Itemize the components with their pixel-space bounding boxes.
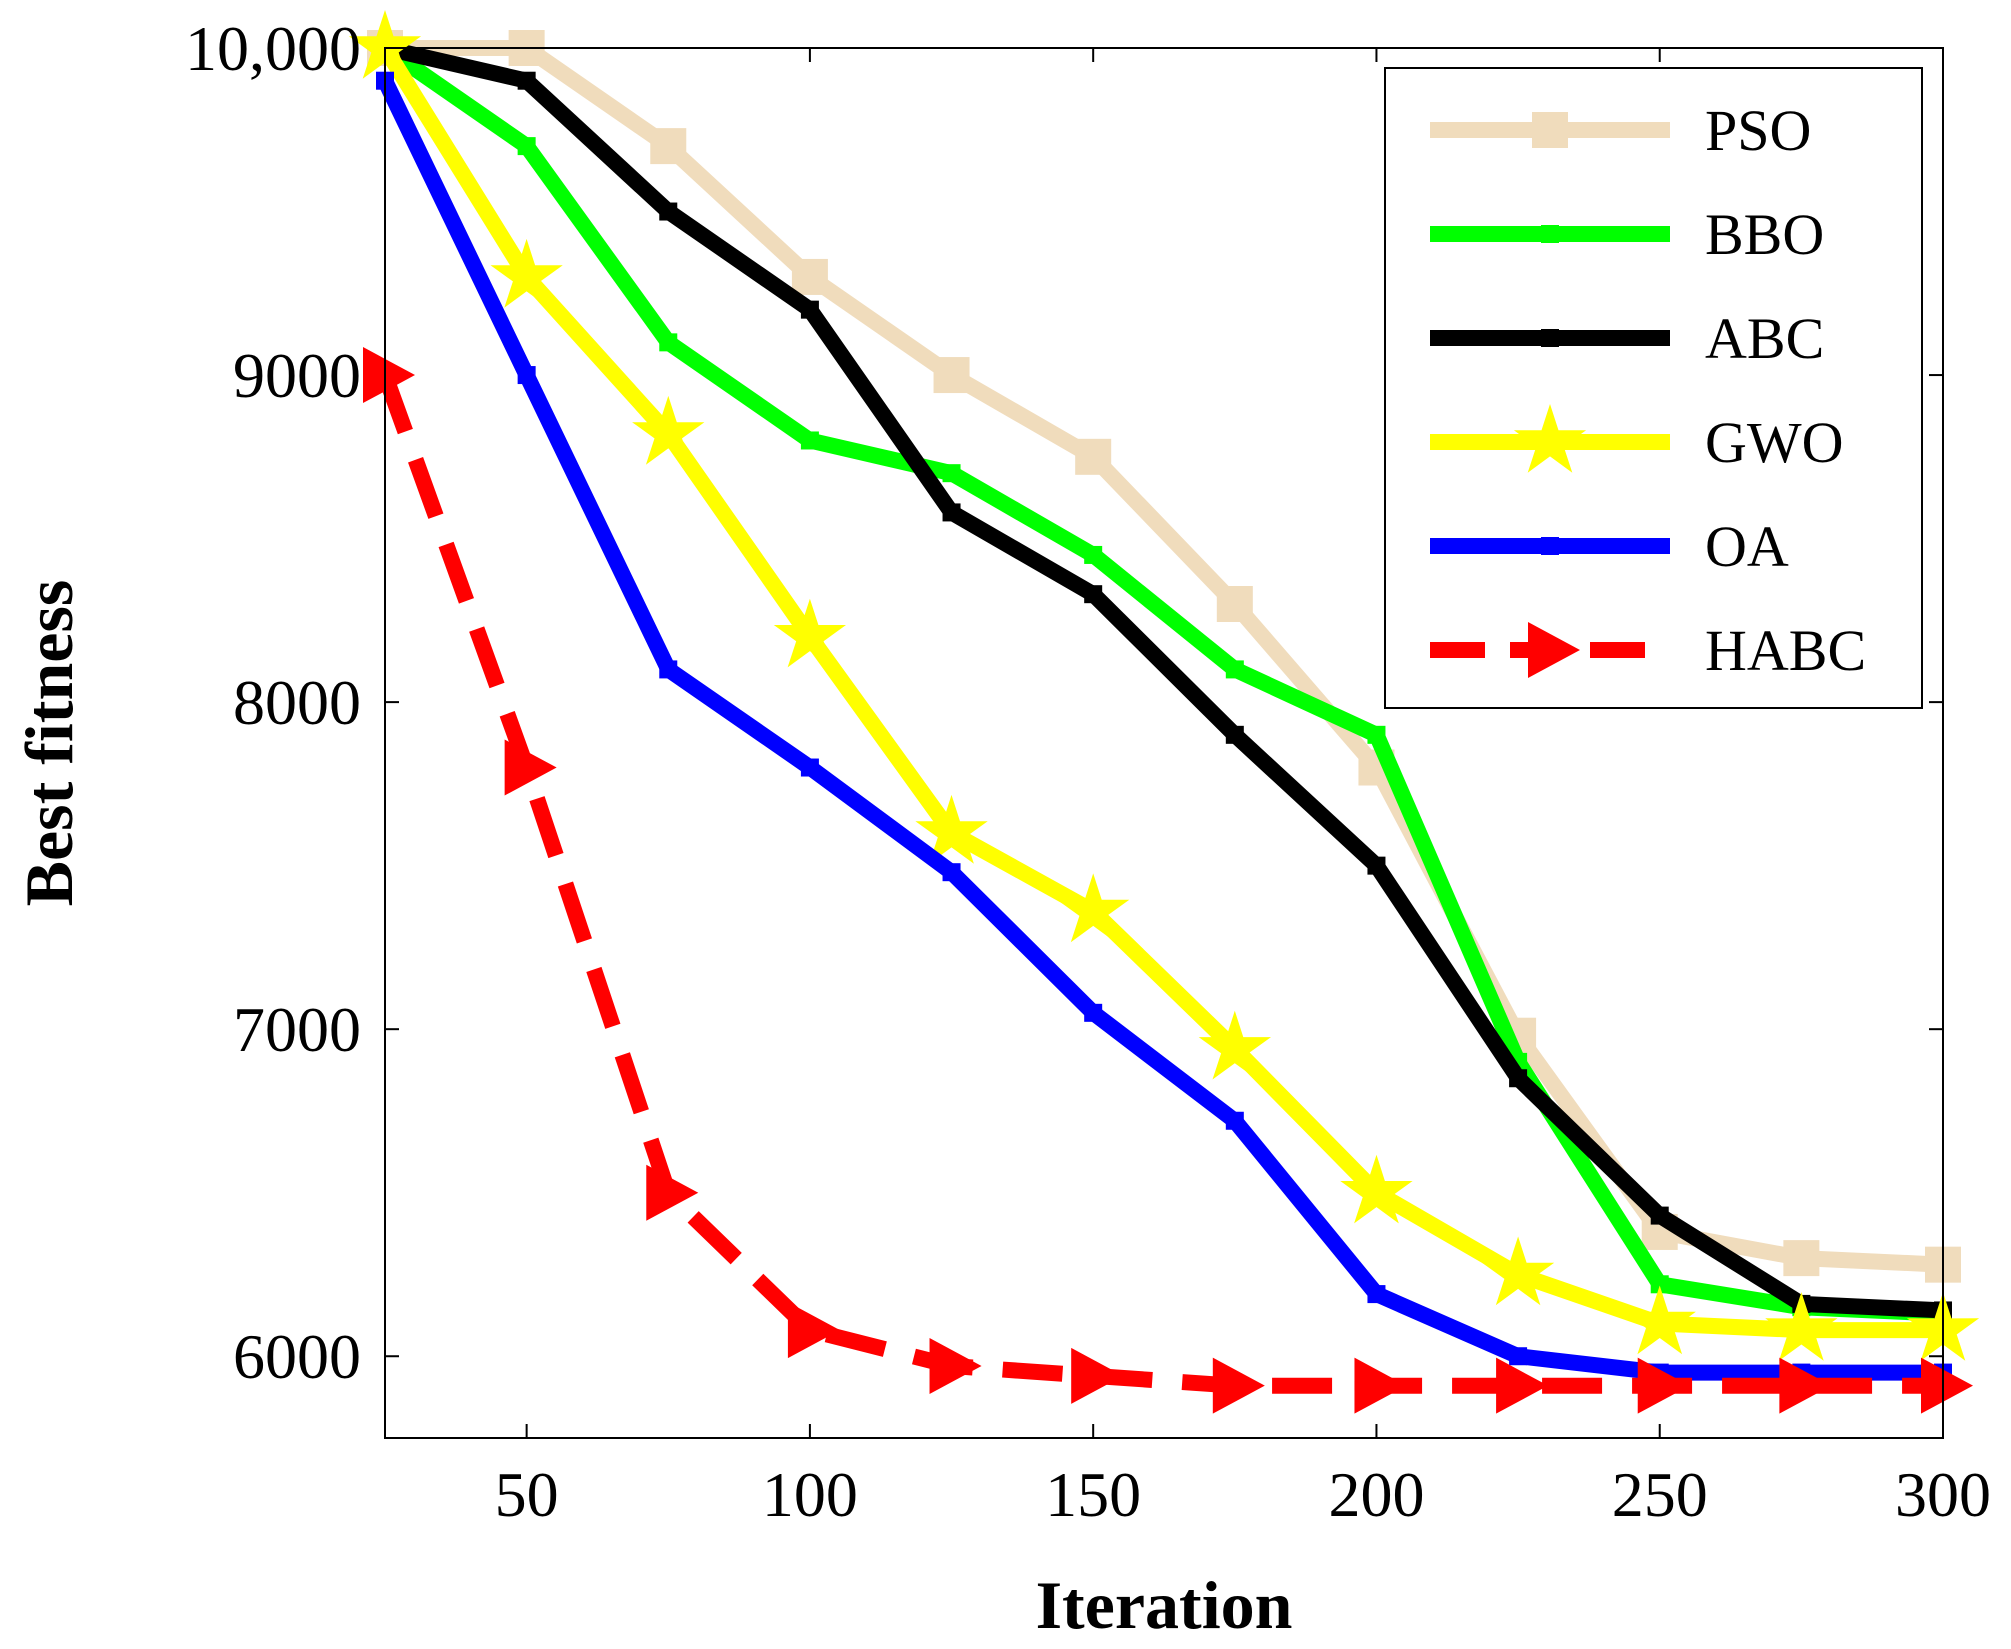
legend-label: PSO (1705, 98, 1811, 163)
marker-square (659, 202, 678, 221)
marker-square (1783, 1240, 1820, 1277)
x-axis-title: Iteration (1036, 1567, 1293, 1643)
x-tick-label: 200 (1328, 1459, 1424, 1530)
marker-square (942, 503, 961, 522)
marker-triangle (1071, 1347, 1124, 1404)
marker-star (1513, 404, 1587, 473)
legend-label: OA (1705, 514, 1789, 579)
series-line-bbo (380, 41, 1944, 1322)
marker-star (1482, 1236, 1555, 1306)
legend-label: HABC (1705, 618, 1866, 683)
marker-star (915, 794, 988, 864)
marker-square (1075, 438, 1112, 475)
marker-square (1225, 725, 1244, 744)
marker-square (1541, 329, 1559, 347)
x-tick-label: 50 (495, 1459, 559, 1530)
marker-square (1367, 856, 1386, 875)
marker-square (659, 333, 678, 352)
legend-item-oa: OA (1430, 514, 1789, 579)
legend: PSO BBO ABC GWO OA HABC (1384, 67, 1923, 709)
marker-square (933, 357, 970, 394)
marker-square (1650, 1206, 1669, 1225)
marker-triangle (1354, 1357, 1407, 1414)
marker-star (490, 238, 563, 308)
legend-box (1384, 67, 1923, 709)
marker-triangle (1528, 622, 1580, 678)
marker-star (773, 598, 846, 668)
x-tick-labels: 50 100 150 200 250 300 (495, 1459, 1991, 1530)
marker-square (800, 431, 819, 450)
marker-square (800, 300, 819, 319)
legend-label: BBO (1705, 202, 1824, 267)
x-tick-label: 100 (762, 1459, 858, 1530)
y-tick-label: 10,000 (185, 13, 361, 84)
marker-triangle (1779, 1357, 1832, 1414)
series-line-gwo (378, 43, 1943, 1339)
marker-square (942, 464, 961, 483)
marker-triangle (1212, 1357, 1265, 1414)
marker-triangle (1921, 1357, 1973, 1414)
marker-star (1340, 1154, 1413, 1224)
legend-item-abc: ABC (1430, 306, 1824, 371)
plot-series (348, 10, 1980, 1414)
marker-star (632, 395, 705, 465)
marker-square (650, 128, 687, 165)
marker-square (1084, 545, 1103, 564)
marker-square (1532, 112, 1568, 148)
marker-square (942, 863, 961, 882)
marker-square (1084, 1003, 1103, 1022)
marker-square (1225, 1111, 1244, 1130)
marker-triangle (1496, 1357, 1549, 1414)
marker-square (1216, 586, 1253, 622)
marker-triangle (646, 1164, 699, 1221)
x-tick-label: 250 (1612, 1459, 1708, 1530)
marker-square (1225, 660, 1244, 679)
y-tick-labels: 6000 7000 8000 9000 10,000 (185, 13, 361, 1392)
x-tick-label: 150 (1045, 1459, 1141, 1530)
marker-star (1765, 1292, 1838, 1361)
series-line-oa (377, 77, 1943, 1381)
series-oa (376, 71, 1952, 1382)
marker-square (1650, 1275, 1669, 1294)
legend-item-gwo: GWO (1430, 404, 1844, 475)
marker-square (1367, 1285, 1386, 1304)
series-habc (363, 347, 1973, 1414)
marker-triangle (929, 1338, 982, 1395)
marker-triangle (1637, 1357, 1690, 1414)
y-tick-label: 8000 (233, 667, 361, 738)
marker-triangle (787, 1302, 840, 1359)
marker-square (1541, 537, 1559, 555)
marker-square (517, 71, 536, 90)
legend-item-habc: HABC (1430, 618, 1866, 683)
legend-label: GWO (1705, 410, 1844, 475)
marker-square (800, 758, 819, 777)
y-tick-label: 9000 (233, 340, 361, 411)
marker-star (1198, 1010, 1271, 1080)
legend-label: ABC (1705, 306, 1824, 371)
y-tick-label: 6000 (233, 1321, 361, 1392)
marker-square (791, 258, 828, 295)
y-axis-title: Best fitness (11, 580, 87, 907)
legend-item-bbo: BBO (1430, 202, 1824, 267)
marker-star (1623, 1285, 1696, 1355)
marker-square (1541, 225, 1559, 243)
marker-square (1367, 725, 1386, 744)
marker-square (517, 366, 536, 385)
marker-star (1057, 873, 1130, 943)
plot-frame (384, 47, 1944, 1439)
y-tick-label: 7000 (233, 994, 361, 1065)
legend-item-pso: PSO (1430, 98, 1811, 163)
marker-square (1509, 1347, 1528, 1366)
marker-square (1084, 585, 1103, 604)
marker-square (659, 660, 678, 679)
series-line-abc (383, 40, 1944, 1319)
marker-square (517, 137, 536, 156)
marker-star (348, 10, 422, 79)
x-tick-label: 300 (1895, 1459, 1991, 1530)
marker-triangle (504, 739, 557, 796)
marker-square (1509, 1069, 1528, 1088)
marker-triangle (363, 347, 415, 404)
